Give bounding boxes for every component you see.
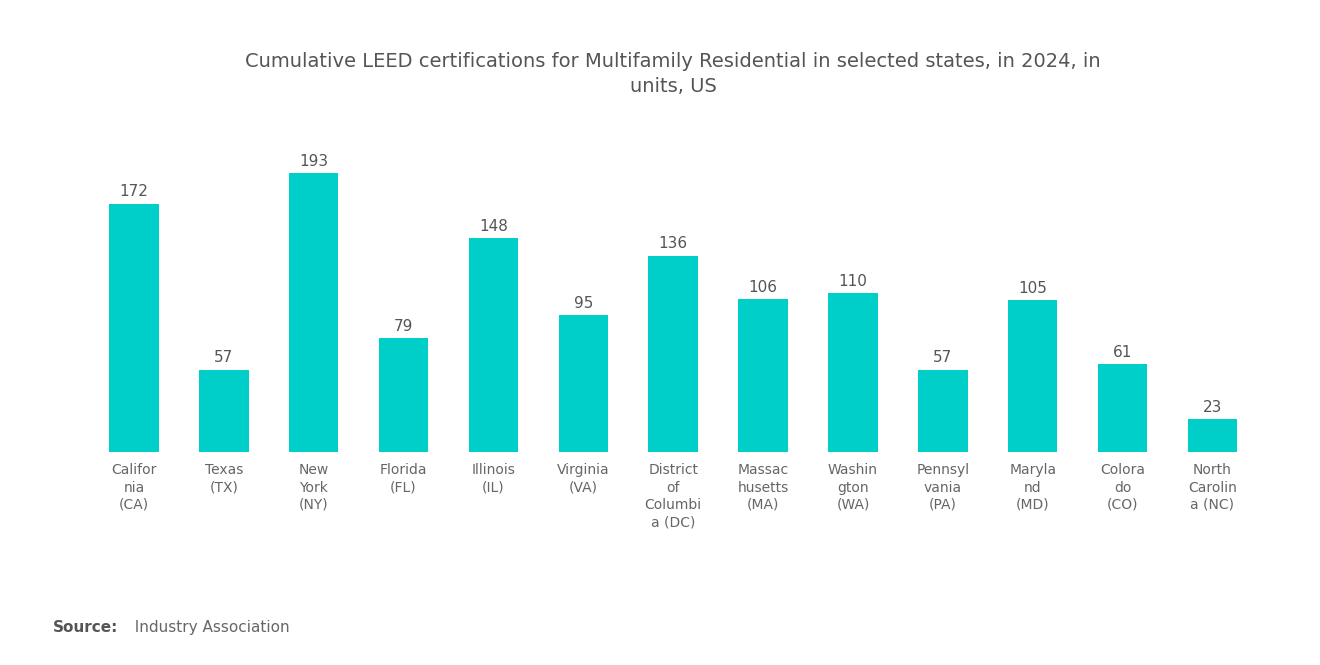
- Bar: [199, 370, 248, 452]
- Text: 79: 79: [393, 319, 413, 334]
- Text: 148: 148: [479, 219, 508, 234]
- Bar: [1098, 364, 1147, 452]
- Text: 136: 136: [659, 236, 688, 251]
- Text: 106: 106: [748, 279, 777, 295]
- Text: 110: 110: [838, 274, 867, 289]
- Bar: [558, 315, 609, 452]
- Text: Source:: Source:: [53, 620, 119, 635]
- Text: 105: 105: [1018, 281, 1047, 296]
- Text: 193: 193: [300, 154, 329, 169]
- Bar: [289, 173, 338, 452]
- Bar: [1188, 419, 1237, 452]
- Text: 172: 172: [120, 184, 148, 200]
- Text: 23: 23: [1203, 400, 1222, 414]
- Text: Industry Association: Industry Association: [125, 620, 290, 635]
- Bar: [738, 299, 788, 452]
- Bar: [379, 338, 428, 452]
- Bar: [110, 203, 158, 452]
- Text: 57: 57: [933, 350, 953, 366]
- Text: 95: 95: [574, 295, 593, 311]
- Text: 57: 57: [214, 350, 234, 366]
- Text: 61: 61: [1113, 344, 1133, 360]
- Bar: [1008, 301, 1057, 452]
- Bar: [648, 255, 698, 452]
- Bar: [469, 238, 519, 452]
- Bar: [919, 370, 968, 452]
- Title: Cumulative LEED certifications for Multifamily Residential in selected states, i: Cumulative LEED certifications for Multi…: [246, 52, 1101, 96]
- Bar: [828, 293, 878, 452]
